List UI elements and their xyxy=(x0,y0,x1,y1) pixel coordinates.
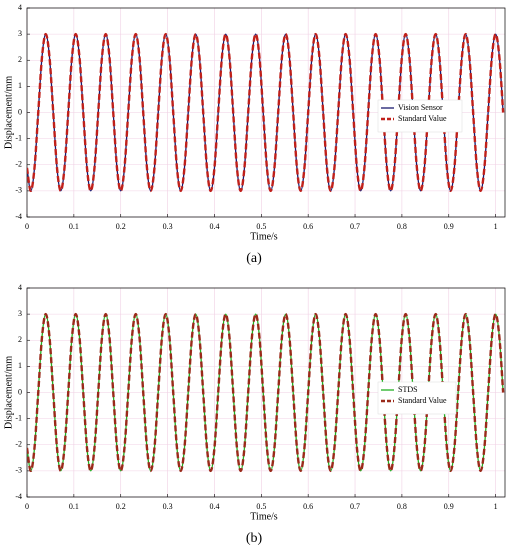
caption: (a) xyxy=(246,251,262,266)
x-tick-label: 0.6 xyxy=(303,222,313,231)
x-tick-label: 0.1 xyxy=(69,502,79,511)
y-tick-label: -1 xyxy=(15,133,22,142)
legend-box xyxy=(377,381,457,415)
x-tick-label: 0 xyxy=(25,502,29,511)
y-tick-label: -4 xyxy=(15,492,22,501)
x-tick-label: 0.7 xyxy=(350,222,360,231)
y-tick-label: 1 xyxy=(18,361,22,370)
legend-label: STDS xyxy=(398,385,418,394)
y-tick-label: 2 xyxy=(18,335,22,344)
x-tick-label: 0.1 xyxy=(69,222,79,231)
y-tick-label: -4 xyxy=(15,212,22,221)
plot-frame xyxy=(26,287,506,498)
x-tick-label: 0.4 xyxy=(209,502,219,511)
x-tick-label: 0.5 xyxy=(256,222,266,231)
x-tick-label: 0.2 xyxy=(116,222,126,231)
x-tick-label: 0.3 xyxy=(163,222,173,231)
y-tick-label: 3 xyxy=(18,309,22,318)
x-tick-label: 0.8 xyxy=(397,222,407,231)
y-tick-label: 0 xyxy=(18,107,22,116)
legend-label: Standard Value xyxy=(398,114,447,123)
legend-label: Standard Value xyxy=(398,396,447,405)
caption: (b) xyxy=(246,531,263,546)
y-tick-label: 1 xyxy=(18,81,22,90)
y-tick-label: -2 xyxy=(15,440,22,449)
x-tick-label: 1 xyxy=(494,222,498,231)
x-tick-label: 0.4 xyxy=(209,222,219,231)
legend-box xyxy=(377,99,463,133)
x-tick-label: 0.5 xyxy=(256,502,266,511)
x-tick-label: 0.8 xyxy=(397,502,407,511)
legend-label: Vision Sensor xyxy=(398,103,443,112)
y-tick-label: -3 xyxy=(15,186,22,195)
y-tick-label: 4 xyxy=(18,3,22,12)
x-tick-label: 0.3 xyxy=(163,502,173,511)
x-tick-label: 0.7 xyxy=(350,502,360,511)
y-tick-label: 2 xyxy=(18,55,22,64)
x-tick-label: 0.9 xyxy=(444,502,454,511)
x-tick-label: 1 xyxy=(494,502,498,511)
x-tick-label: 0.2 xyxy=(116,502,126,511)
y-tick-label: 4 xyxy=(18,283,22,292)
x-tick-label: 0 xyxy=(25,222,29,231)
x-axis-label: Time/s xyxy=(250,231,278,242)
x-tick-label: 0.9 xyxy=(444,222,454,231)
y-tick-label: 3 xyxy=(18,29,22,38)
y-tick-label: -1 xyxy=(15,413,22,422)
x-tick-label: 0.6 xyxy=(303,502,313,511)
y-axis-label: Displacement/mm xyxy=(3,356,14,430)
x-axis-label: Time/s xyxy=(250,511,278,522)
series-line xyxy=(27,312,505,473)
plot-frame xyxy=(26,7,506,218)
y-tick-label: 0 xyxy=(18,387,22,396)
y-tick-label: -2 xyxy=(15,160,22,169)
y-tick-label: -3 xyxy=(15,466,22,475)
series-line xyxy=(27,32,505,193)
y-axis-label: Displacement/mm xyxy=(3,76,14,150)
